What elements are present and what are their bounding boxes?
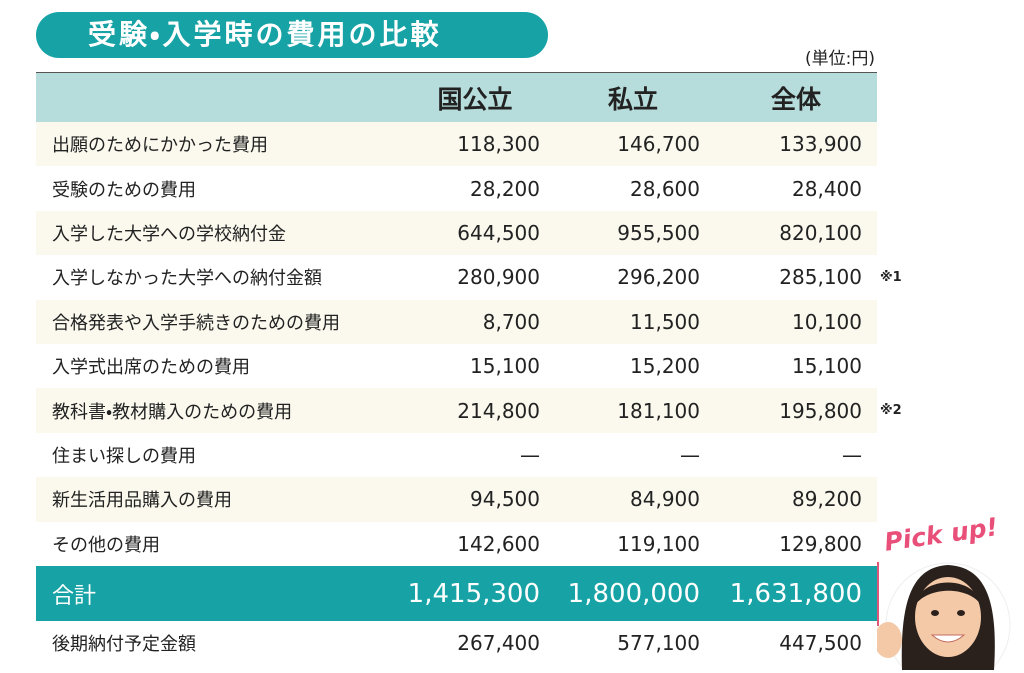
- row-label: 教科書・教材購入のための費用: [52, 401, 293, 423]
- value-cell: 285,100: [779, 265, 862, 290]
- value-cell: 15,200: [630, 354, 700, 379]
- value-cell: 94,500: [470, 487, 540, 512]
- table-row: 新生活用品購入の費用 94,500 84,900 89,200: [36, 477, 877, 523]
- value-cell: 28,600: [630, 176, 700, 201]
- total-row: 合計 1,415,300 1,800,000 1,631,800: [36, 566, 877, 621]
- table-row: その他の費用 142,600 119,100 129,800: [36, 521, 877, 567]
- value-cell: 146,700: [617, 132, 700, 157]
- footnote-mark: ※2: [880, 403, 902, 419]
- header-row: 国公立 私立 全体: [36, 72, 877, 124]
- value-cell: 119,100: [617, 531, 700, 556]
- table-row: 入学しなかった大学への納付金額 280,900 296,200 285,100: [36, 255, 877, 301]
- value-cell: —: [520, 442, 540, 467]
- row-label: 入学した大学への学校納付金: [52, 223, 286, 245]
- value-cell: 11,500: [630, 309, 700, 334]
- total-label: 合計: [52, 583, 97, 609]
- table-row: 住まい探しの費用 — — —: [36, 432, 877, 479]
- value-cell: 1,631,800: [729, 578, 862, 609]
- table-row: 教科書・教材購入のための費用 214,800 181,100 195,800: [36, 388, 877, 434]
- value-cell: 10,100: [792, 309, 862, 334]
- value-cell: 267,400: [457, 631, 540, 655]
- row-label: 受験のための費用: [52, 179, 196, 201]
- value-cell: 181,100: [617, 398, 700, 423]
- table-row: 受験のための費用 28,200 28,600 28,400: [36, 166, 877, 212]
- value-cell: 1,415,300: [407, 578, 540, 609]
- row-label: 住まい探しの費用: [52, 445, 196, 467]
- title: 受験・入学時の費用の比較: [36, 12, 548, 58]
- value-cell: 15,100: [470, 354, 540, 379]
- value-cell: 28,400: [792, 176, 862, 201]
- value-cell: 28,200: [470, 176, 540, 201]
- row-label: 出願のためにかかった費用: [52, 135, 268, 157]
- value-cell: 15,100: [792, 354, 862, 379]
- row-label: 入学式出席のための費用: [52, 357, 250, 379]
- column-header: 国公立: [437, 85, 513, 114]
- unit-label: (単位:円): [805, 49, 875, 69]
- value-cell: 142,600: [457, 531, 540, 556]
- table-row: 入学した大学への学校納付金 644,500 955,500 820,100: [36, 210, 877, 257]
- column-header: 私立: [607, 85, 658, 114]
- row-label: 後期納付予定金額: [52, 634, 196, 655]
- table-row: 入学式出席のための費用 15,100 15,200 15,100: [36, 344, 877, 390]
- footnote-mark: ※1: [880, 269, 902, 285]
- value-cell: 84,900: [630, 487, 700, 512]
- value-cell: —: [680, 442, 700, 467]
- value-cell: 644,500: [457, 220, 540, 245]
- value-cell: 1,800,000: [567, 578, 700, 609]
- table-row: 合格発表や入学手続きのための費用 8,700 11,500 10,100: [36, 299, 877, 345]
- value-cell: —: [842, 442, 862, 467]
- value-cell: 133,900: [779, 132, 862, 157]
- value-cell: 89,200: [792, 487, 862, 512]
- row-label: その他の費用: [52, 534, 160, 556]
- value-cell: 447,500: [779, 631, 862, 655]
- row-label: 入学しなかった大学への納付金額: [52, 268, 322, 290]
- girl-illustration: [874, 562, 1011, 670]
- value-cell: 955,500: [617, 220, 700, 245]
- value-cell: 195,800: [779, 398, 862, 423]
- value-cell: 214,800: [457, 398, 540, 423]
- value-cell: 118,300: [457, 132, 540, 157]
- row-label: 新生活用品購入の費用: [52, 490, 232, 512]
- footer-row: 後期納付予定金額 267,400 577,100 447,500: [36, 621, 877, 665]
- row-label: 合格発表や入学手続きのための費用: [52, 312, 340, 334]
- value-cell: 577,100: [617, 631, 700, 655]
- value-cell: 280,900: [457, 265, 540, 290]
- value-cell: 820,100: [779, 220, 862, 245]
- value-cell: 129,800: [779, 531, 862, 556]
- value-cell: 296,200: [617, 265, 700, 290]
- column-header: 全体: [770, 85, 821, 114]
- value-cell: 8,700: [482, 309, 540, 334]
- table-row: 出願のためにかかった費用 118,300 146,700 133,900: [36, 122, 877, 168]
